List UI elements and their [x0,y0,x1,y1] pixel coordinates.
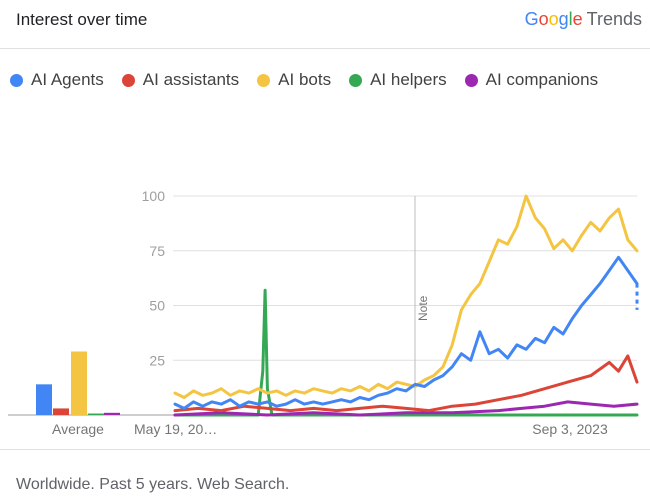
logo-letter: o [548,9,559,29]
y-tick-label: 75 [149,243,165,259]
google-wordmark: Google [525,9,583,29]
logo-letter: o [538,9,549,29]
trends-wordmark: Trends [586,9,642,29]
legend-item[interactable]: AI assistants [121,70,240,90]
legend-dot-icon [349,73,363,87]
header: Interest over time Google Trends [0,0,650,49]
x-tick-label: Sep 3, 2023 [532,421,608,437]
average-label: Average [52,421,104,437]
legend-dot-icon [257,73,271,87]
logo-letter: G [524,9,539,29]
footer: Worldwide. Past 5 years. Web Search. [0,449,650,501]
average-bar [71,351,87,415]
footer-text: Worldwide. Past 5 years. Web Search. [16,476,290,493]
legend-dot-icon [10,73,23,87]
legend-dot-icon [121,73,135,87]
average-bar [36,384,52,415]
logo-letter: g [558,9,569,29]
legend-item[interactable]: AI Agents [10,70,104,90]
legend-item[interactable]: AI companions [464,70,599,90]
legend-label: AI Agents [31,70,104,89]
y-tick-label: 50 [149,298,165,314]
series-line [173,354,639,413]
series-line [173,400,639,417]
note-annotation: Note [416,295,430,321]
series-line [173,255,639,410]
average-bar [88,413,104,415]
y-tick-label: 25 [149,352,165,368]
logo-letter: e [572,9,583,29]
legend-dot-icon [464,73,478,87]
logo-letter: l [568,9,573,29]
legend-label: AI bots [278,70,332,89]
average-bar [104,412,120,415]
series-line [173,288,639,417]
series-line [173,194,639,399]
google-trends-logo[interactable]: Google Trends [525,9,642,30]
legend-label: AI companions [485,70,599,89]
legend-label: AI helpers [370,70,447,89]
legend-label: AI assistants [142,70,240,89]
y-tick-label: 100 [142,188,166,204]
legend-item[interactable]: AI bots [257,70,331,90]
chart-legend: AI Agents AI assistants AI bots AI helpers A… [10,68,616,92]
interest-over-time-chart: 100 75 50 25 Note Average May 19, 20… Sep 3, 20… [8,188,639,437]
average-bar [53,408,69,415]
legend-item[interactable]: AI helpers [349,70,447,90]
page-title: Interest over time [16,10,148,29]
x-tick-label: May 19, 20… [134,421,217,437]
